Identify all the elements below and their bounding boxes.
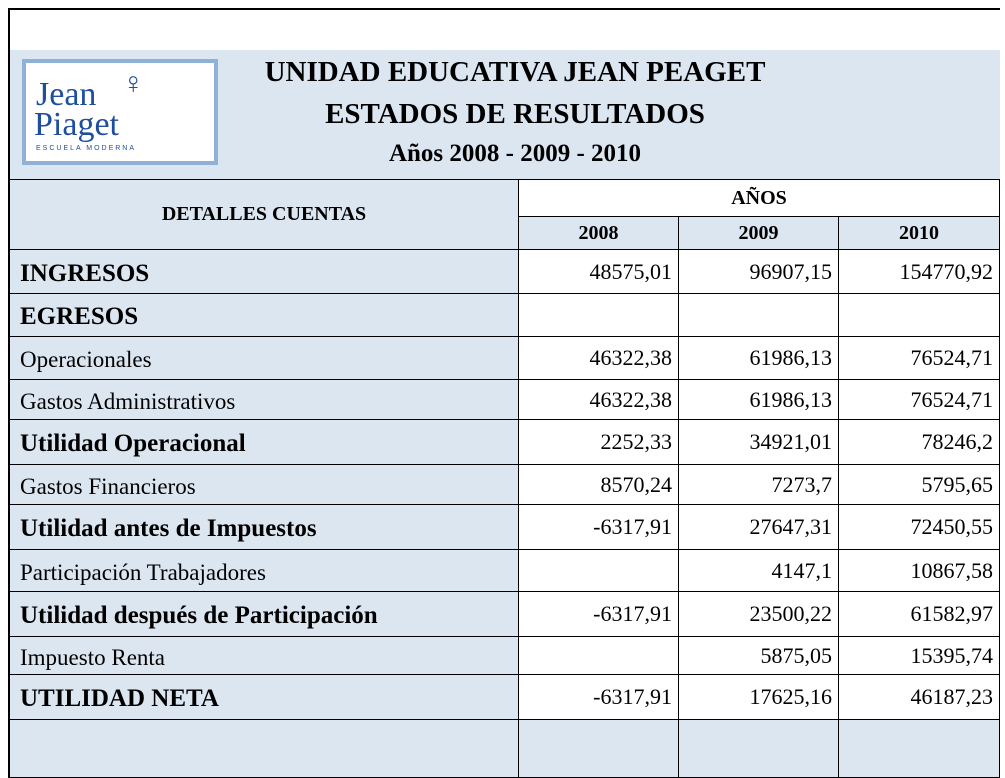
value-cell: -6317,91 (519, 592, 679, 637)
value-cell: 4147,1 (679, 550, 839, 592)
value-cell: 10867,58 (839, 550, 1000, 592)
logo-line1: Jean (36, 76, 97, 113)
value-cell (519, 294, 679, 337)
row-label: UTILIDAD NETA (10, 675, 519, 720)
value-cell: 72450,55 (839, 505, 1000, 550)
value-cell: 8570,24 (519, 465, 679, 505)
row-label: Gastos Administrativos (10, 380, 519, 420)
value-cell: 78246,2 (839, 420, 1000, 465)
value-cell: 46187,23 (839, 675, 1000, 720)
value-cell: 61986,13 (679, 337, 839, 380)
value-cell: 76524,71 (839, 337, 1000, 380)
row-label: Participación Trabajadores (10, 550, 519, 592)
empty-cell (679, 720, 839, 778)
header-band: Jean Piaget ♀ ESCUELA MODERNA (10, 50, 1000, 180)
row-label: Operacionales (10, 337, 519, 380)
value-cell: 5795,65 (839, 465, 1000, 505)
value-cell (519, 637, 679, 675)
logo-tagline: ESCUELA MODERNA (36, 145, 137, 152)
value-cell: 34921,01 (679, 420, 839, 465)
value-cell: 76524,71 (839, 380, 1000, 420)
value-cell: 7273,7 (679, 465, 839, 505)
value-cell: 48575,01 (519, 250, 679, 294)
row-label: Utilidad Operacional (10, 420, 519, 465)
logo-icon: ♀ (122, 67, 145, 100)
row-label: Utilidad antes de Impuestos (10, 505, 519, 550)
label-header: DETALLES CUENTAS (10, 180, 519, 250)
empty-cell (10, 720, 519, 778)
value-cell (679, 294, 839, 337)
value-cell: 17625,16 (679, 675, 839, 720)
value-cell: 61582,97 (839, 592, 1000, 637)
year-header: 2009 (679, 217, 839, 250)
row-label: Gastos Financieros (10, 465, 519, 505)
years-line: Años 2008 - 2009 - 2010 (388, 140, 642, 167)
title: UNIDAD EDUCATIVA JEAN PEAGET (264, 56, 766, 88)
value-cell: 61986,13 (679, 380, 839, 420)
document: Jean Piaget ♀ ESCUELA MODERNA UNIDAD EDU… (8, 8, 1000, 778)
empty-cell (519, 720, 679, 778)
logo: Jean Piaget ♀ ESCUELA MODERNA (22, 59, 218, 165)
value-cell: 5875,05 (679, 637, 839, 675)
empty-cell (839, 720, 1000, 778)
value-cell: 2252,33 (519, 420, 679, 465)
year-header: 2010 (839, 217, 1000, 250)
value-cell (839, 294, 1000, 337)
value-cell: -6317,91 (519, 505, 679, 550)
logo-line2: Piaget (34, 106, 119, 143)
value-cell: 96907,15 (679, 250, 839, 294)
row-label: INGRESOS (10, 250, 519, 294)
value-cell: 154770,92 (839, 250, 1000, 294)
value-cell: -6317,91 (519, 675, 679, 720)
subtitle: ESTADOS DE RESULTADOS (325, 98, 705, 130)
row-label: Utilidad después de Participación (10, 592, 519, 637)
value-cell: 27647,31 (679, 505, 839, 550)
value-cell: 46322,38 (519, 380, 679, 420)
row-label: EGRESOS (10, 294, 519, 337)
value-cell: 23500,22 (679, 592, 839, 637)
group-header: AÑOS (519, 180, 1000, 217)
row-label: Impuesto Renta (10, 637, 519, 675)
value-cell: 46322,38 (519, 337, 679, 380)
year-header: 2008 (519, 217, 679, 250)
value-cell (519, 550, 679, 592)
value-cell: 15395,74 (839, 637, 1000, 675)
